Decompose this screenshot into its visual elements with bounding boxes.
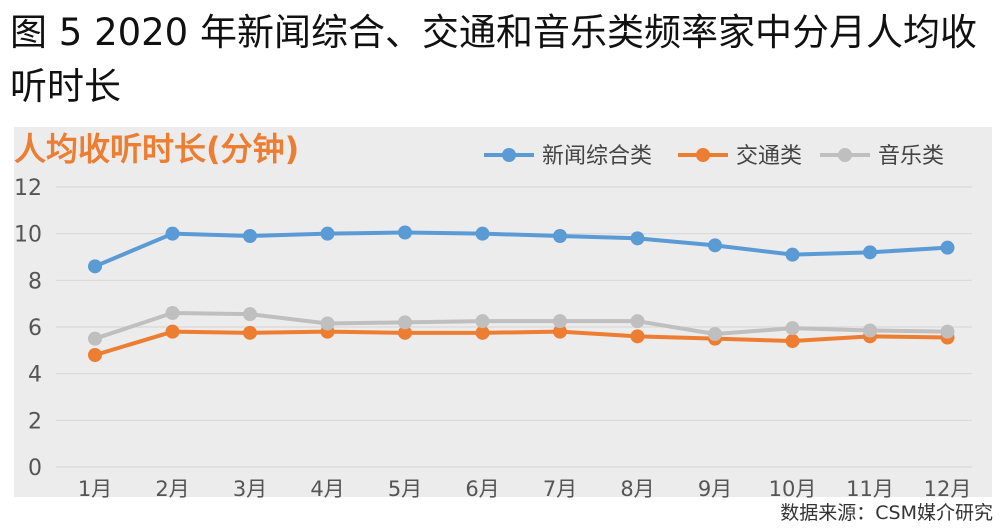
y-tick-label: 10 <box>14 223 42 248</box>
data-point <box>630 231 645 246</box>
data-point <box>785 247 800 262</box>
data-point <box>88 331 102 346</box>
data-point <box>243 325 257 340</box>
data-point <box>785 321 800 336</box>
data-point <box>863 323 877 338</box>
data-point <box>553 229 567 243</box>
x-tick-label: 4月 <box>310 477 344 501</box>
data-point <box>398 315 412 330</box>
data-point <box>940 324 955 339</box>
legend-marker <box>502 148 516 162</box>
data-point <box>398 225 412 240</box>
x-tick-label: 2月 <box>155 477 189 501</box>
data-point <box>88 259 102 274</box>
x-tick-label: 10月 <box>769 477 817 501</box>
data-point <box>708 238 722 253</box>
legend-marker <box>696 148 710 162</box>
data-point <box>553 324 567 339</box>
x-tick-label: 9月 <box>698 477 732 501</box>
data-point <box>398 325 412 340</box>
data-point <box>320 226 335 241</box>
series-line <box>94 329 948 357</box>
x-tick-label: 1月 <box>78 477 112 501</box>
figure-title: 图 5 2020 年新闻综合、交通和音乐类频率家中分月人均收听时长 <box>10 11 977 108</box>
y-tick-label: 6 <box>28 316 42 341</box>
data-point <box>475 314 490 329</box>
data-point <box>88 348 102 362</box>
data-point <box>708 327 722 341</box>
data-point <box>475 325 490 340</box>
y-tick-label: 2 <box>28 409 42 434</box>
x-tick-label: 7月 <box>543 477 577 501</box>
x-tick-label: 6月 <box>465 477 499 501</box>
y-tick-label: 4 <box>28 363 42 388</box>
legend-label: 交通类 <box>736 144 802 169</box>
data-point <box>165 306 180 320</box>
x-tick-label: 8月 <box>620 477 654 501</box>
y-tick-label: 0 <box>28 456 42 481</box>
x-tick-label: 11月 <box>846 477 894 501</box>
data-point <box>243 229 257 243</box>
x-tick-label: 12月 <box>924 477 972 501</box>
data-point <box>863 245 877 260</box>
y-tick-label: 12 <box>14 176 42 201</box>
data-point <box>630 314 645 329</box>
legend-label: 音乐类 <box>878 144 944 169</box>
data-point <box>475 226 490 241</box>
legend-label: 新闻综合类 <box>542 144 652 169</box>
data-point <box>630 329 645 344</box>
y-tick-label: 8 <box>28 269 42 294</box>
series-line <box>94 230 948 269</box>
chart-title: 人均收听时长(分钟) <box>14 130 300 168</box>
data-point <box>165 324 180 339</box>
series-line <box>94 311 948 341</box>
x-tick-label: 5月 <box>388 477 422 501</box>
source-note: 数据来源：CSM媒介研究 <box>780 502 993 524</box>
data-point <box>165 226 180 241</box>
data-point <box>320 316 335 331</box>
legend-marker <box>838 148 852 162</box>
x-tick-label: 3月 <box>233 477 267 501</box>
data-point <box>785 334 800 348</box>
data-point <box>243 307 257 322</box>
data-point <box>940 240 955 255</box>
data-point <box>553 314 567 329</box>
